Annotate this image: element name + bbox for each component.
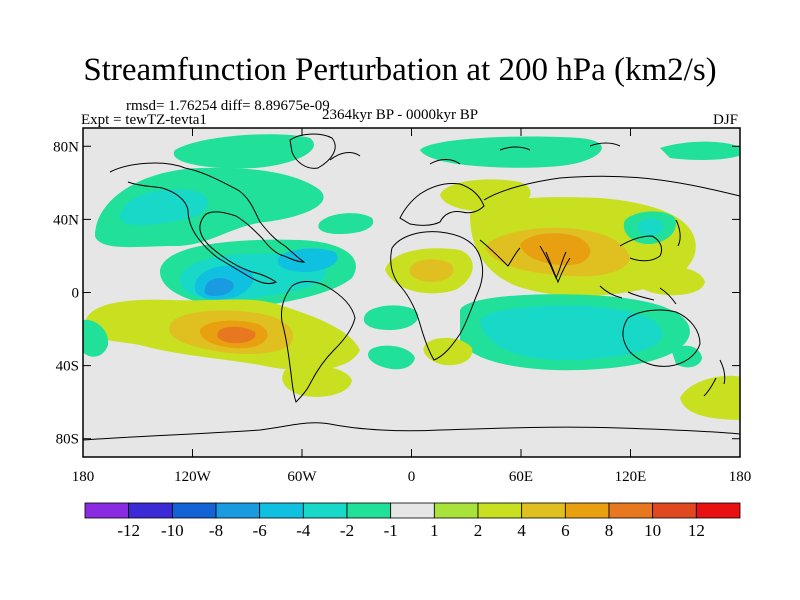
- coast-arctic-islands: [329, 142, 621, 165]
- contour-north-pacific-outer: [95, 167, 324, 248]
- coast-australia: [622, 309, 701, 367]
- colorbar-swatch: [390, 502, 435, 519]
- colorbar-swatch: [477, 502, 523, 519]
- colorbar-label: -4: [296, 521, 311, 540]
- period-label: 2364kyr BP - 0000kyr BP: [322, 107, 479, 123]
- contour-tropical-pacific-core: [204, 278, 234, 296]
- colorbar: -12 -10 -8 -6 -4 -2 -1 1 2 4 6 8 10 12: [84, 502, 741, 540]
- y-tick-label: 40N: [53, 212, 79, 228]
- colorbar-swatch: [302, 502, 348, 519]
- axis-ticks: 80N 40N 0 40S 80S 180 120W 60W 0 60E 120E 180: [53, 128, 751, 485]
- contour-australia-east: [672, 345, 702, 368]
- x-tick-label: 60W: [287, 469, 317, 485]
- coast-north-america: [109, 162, 306, 285]
- contour-indian-ocean-inner: [480, 305, 663, 360]
- stats-line: rmsd= 1.76254 diff= 8.89675e-09: [126, 98, 330, 114]
- colorbar-swatch: [171, 502, 217, 519]
- contour-east-asia-inner: [637, 218, 664, 236]
- colorbar-swatch: [652, 502, 697, 519]
- contour-south-africa: [423, 337, 473, 366]
- contour-north-pacific-inner: [119, 189, 208, 226]
- coast-arabia-india: [479, 239, 571, 284]
- colorbar-label: 1: [430, 521, 439, 540]
- colorbar-swatch: [128, 502, 173, 519]
- x-tick-label: 0: [408, 469, 416, 485]
- colorbar-swatch: [259, 502, 304, 519]
- colorbar-label: 8: [605, 521, 614, 540]
- coast-africa: [390, 231, 483, 361]
- contour-arctic-siberia: [420, 136, 602, 168]
- colorbar-label: 4: [517, 521, 526, 540]
- experiment-label: Expt = tewTZ-tevta1: [81, 112, 207, 128]
- x-tick-label: 180: [729, 469, 752, 485]
- coast-new-zealand: [703, 359, 726, 397]
- contour-caribbean: [277, 248, 338, 272]
- colorbar-swatch: [433, 502, 479, 519]
- y-tick-label: 80S: [56, 432, 79, 448]
- x-tick-label: 120W: [174, 469, 212, 485]
- coast-south-america: [281, 281, 356, 403]
- colorbar-label: 10: [644, 521, 661, 540]
- contour-south-america-south: [282, 365, 352, 397]
- contour-greenland: [173, 134, 314, 169]
- contour-field: [83, 134, 740, 420]
- contour-south-atlantic: [363, 305, 419, 330]
- coast-japan: [675, 219, 681, 247]
- colorbar-swatch: [608, 502, 654, 519]
- colorbar-swatch: [84, 502, 130, 519]
- contour-new-zealand-southern-ocean: [680, 375, 740, 420]
- y-tick-label: 40S: [56, 359, 79, 375]
- coast-southeast-asia-islands: [599, 285, 677, 305]
- colorbar-label: -2: [340, 521, 354, 540]
- contour-south-pacific-core: [217, 326, 256, 344]
- coast-europe: [399, 183, 485, 226]
- season-label: DJF: [713, 112, 739, 128]
- colorbar-swatch: [215, 502, 261, 519]
- contour-north-africa-inner: [409, 259, 454, 282]
- contour-southern-ocean-south-atlantic: [368, 345, 415, 370]
- contour-arctic-east: [660, 141, 740, 160]
- map-title: Streamfunction Perturbation at 200 hPa (…: [83, 52, 717, 88]
- colorbar-swatch: [695, 502, 741, 519]
- contour-north-atlantic-subtropic: [318, 213, 374, 234]
- coastlines: [83, 133, 740, 441]
- colorbar-swatch: [564, 502, 610, 519]
- colorbar-label: -10: [161, 521, 184, 540]
- coast-greenland: [289, 133, 336, 169]
- y-tick-label: 0: [72, 286, 80, 302]
- coast-antarctica: [83, 422, 740, 441]
- contour-south-asia-inner: [520, 233, 591, 266]
- colorbar-swatch: [346, 502, 392, 519]
- x-tick-label: 180: [72, 469, 95, 485]
- colorbar-label: 6: [561, 521, 570, 540]
- colorbar-label: 12: [688, 521, 705, 540]
- colorbar-label: -6: [253, 521, 267, 540]
- colorbar-label: -1: [384, 521, 398, 540]
- colorbar-label: -12: [117, 521, 140, 540]
- contour-west-pacific-west: [83, 319, 109, 357]
- x-tick-label: 120E: [615, 469, 647, 485]
- contour-west-pacific-tropics: [636, 266, 705, 296]
- colorbar-label: 2: [474, 521, 483, 540]
- x-tick-label: 60E: [509, 469, 533, 485]
- y-tick-label: 80N: [53, 139, 79, 155]
- colorbar-label: -8: [209, 521, 223, 540]
- colorbar-swatch: [521, 502, 566, 519]
